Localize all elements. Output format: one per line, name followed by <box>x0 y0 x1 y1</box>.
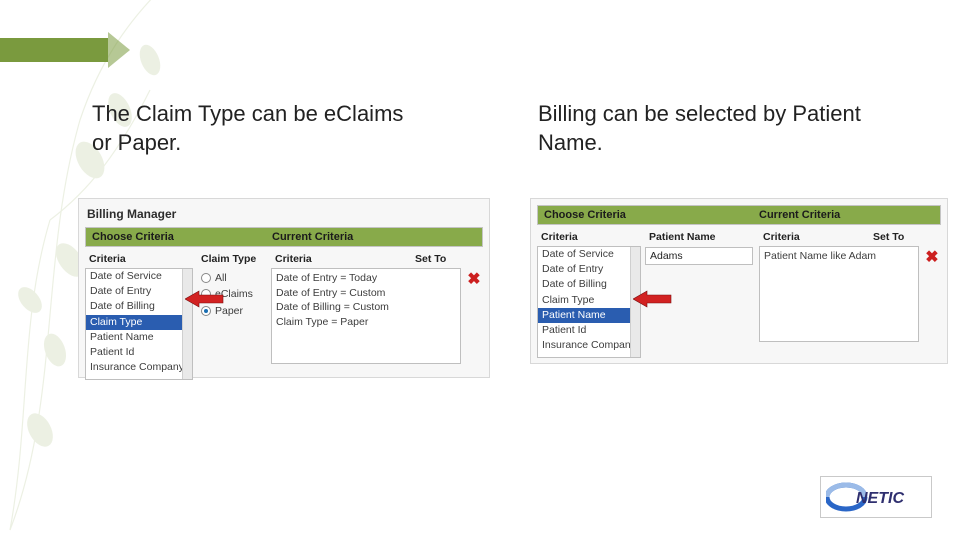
setto-subheader: Set To <box>411 251 461 268</box>
criteria-panel: Choose Criteria Current Criteria Criteri… <box>530 198 948 364</box>
netic-logo: NETIC <box>820 476 932 518</box>
list-item[interactable]: Date of Billing <box>538 277 640 292</box>
list-item[interactable]: Encounter <box>86 376 192 380</box>
scrollbar[interactable] <box>182 269 192 379</box>
list-item[interactable]: Patient Id <box>538 323 640 338</box>
list-item[interactable]: Patient Id <box>86 345 192 360</box>
criteria-listbox[interactable]: Date of Service Date of Entry Date of Bi… <box>537 246 641 358</box>
section-header-bar: Choose Criteria Current Criteria <box>85 227 483 247</box>
svg-text:NETIC: NETIC <box>856 490 904 507</box>
list-item[interactable]: Date of Billing <box>86 299 192 314</box>
panel-title: Billing Manager <box>85 205 483 227</box>
list-item[interactable]: Insurance Company <box>538 338 640 353</box>
list-item[interactable]: Claim Type <box>538 293 640 308</box>
list-item[interactable]: Date of Entry <box>86 284 192 299</box>
current-row: Date of Entry = Custom <box>276 286 456 301</box>
list-item[interactable]: Date of Entry <box>538 262 640 277</box>
list-item-selected[interactable]: Claim Type <box>86 315 192 330</box>
list-item[interactable]: Date of Service <box>86 269 192 284</box>
current-criteria-subheader: Criteria <box>759 229 869 246</box>
radio-all[interactable]: All <box>201 270 263 286</box>
list-item[interactable]: Patient Name <box>86 330 192 345</box>
list-item[interactable]: Insurance Company <box>86 360 192 375</box>
section-header-bar: Choose Criteria Current Criteria <box>537 205 941 225</box>
callout-arrow-icon <box>185 289 225 309</box>
current-row: Date of Billing = Custom <box>276 300 456 315</box>
current-criteria-subheader: Criteria <box>271 251 411 268</box>
billing-manager-panel: Billing Manager Choose Criteria Current … <box>78 198 490 378</box>
current-row: Claim Type = Paper <box>276 315 456 330</box>
current-criteria-header: Current Criteria <box>753 206 940 224</box>
current-criteria-header: Current Criteria <box>266 228 482 246</box>
claim-type-label: Claim Type <box>197 251 267 268</box>
remove-criteria-button[interactable]: ✖ <box>923 247 941 267</box>
current-row: Patient Name like Adam <box>764 249 914 264</box>
current-criteria-box: Date of Entry = Today Date of Entry = Cu… <box>271 268 461 364</box>
accent-bar <box>0 38 108 62</box>
criteria-listbox[interactable]: Date of Service Date of Entry Date of Bi… <box>85 268 193 380</box>
setto-subheader: Set To <box>869 229 919 246</box>
caption-right: Billing can be selected by Patient Name. <box>538 100 878 157</box>
current-row: Date of Entry = Today <box>276 271 456 286</box>
callout-arrow-icon <box>633 289 673 309</box>
accent-arrow <box>108 32 130 68</box>
choose-criteria-header: Choose Criteria <box>538 206 753 224</box>
list-item-selected[interactable]: Patient Name <box>538 308 640 323</box>
list-item[interactable]: Date of Service <box>538 247 640 262</box>
patient-name-label: Patient Name <box>645 229 755 246</box>
remove-criteria-button[interactable]: ✖ <box>465 269 483 289</box>
list-item[interactable]: Encounter <box>538 354 640 358</box>
criteria-subheader: Criteria <box>537 229 641 246</box>
choose-criteria-header: Choose Criteria <box>86 228 266 246</box>
patient-name-input[interactable] <box>645 247 753 265</box>
current-criteria-box: Patient Name like Adam <box>759 246 919 342</box>
caption-left: The Claim Type can be eClaims or Paper. <box>92 100 412 157</box>
criteria-subheader: Criteria <box>85 251 193 268</box>
